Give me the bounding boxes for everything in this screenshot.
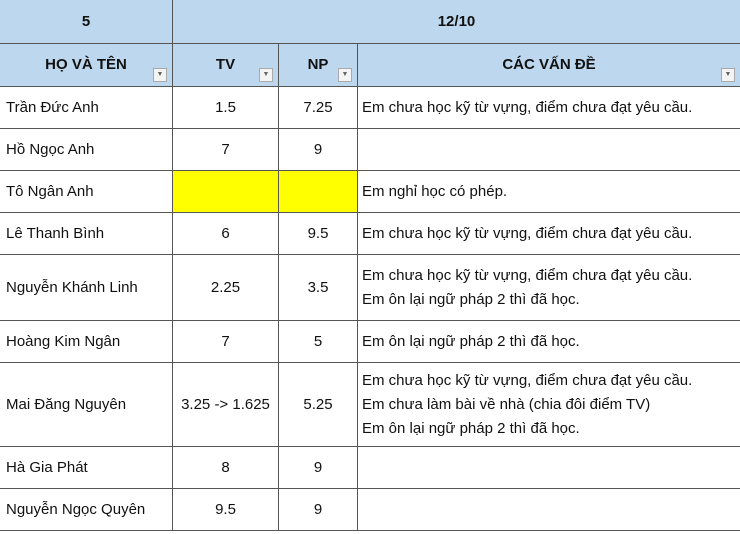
table-row: Nguyễn Ngọc Quyên 9.5 9 — [0, 488, 740, 531]
issues-cell[interactable]: Em chưa học kỹ từ vựng, điểm chưa đạt yê… — [357, 254, 740, 321]
column-header-issues[interactable]: CÁC VẤN ĐỀ ▼ — [357, 43, 740, 87]
issue-line: Em chưa học kỹ từ vựng, điểm chưa đạt yê… — [362, 98, 693, 116]
issues-cell[interactable]: Em nghỉ học có phép. — [357, 170, 740, 213]
issues-cell[interactable]: Em chưa học kỹ từ vựng, điểm chưa đạt yê… — [357, 86, 740, 129]
issues-cell[interactable]: Em chưa học kỹ từ vựng, điểm chưa đạt yê… — [357, 362, 740, 447]
issues-cell[interactable] — [357, 488, 740, 531]
column-label: NP — [307, 56, 329, 73]
column-label: CÁC VẤN ĐỀ — [502, 56, 596, 73]
tv-cell[interactable]: 2.25 — [172, 254, 279, 321]
filter-dropdown-icon[interactable]: ▼ — [153, 68, 167, 82]
name-cell[interactable]: Mai Đăng Nguyên — [0, 362, 173, 447]
np-cell[interactable] — [278, 170, 358, 213]
issues-cell[interactable] — [357, 128, 740, 171]
issue-line: Em ôn lại ngữ pháp 2 thì đã học. — [362, 419, 580, 437]
column-header-name[interactable]: HỌ VÀ TÊN ▼ — [0, 43, 173, 87]
np-cell[interactable]: 3.5 — [278, 254, 358, 321]
name-cell[interactable]: Lê Thanh Bình — [0, 212, 173, 255]
table-row: Mai Đăng Nguyên 3.25 -> 1.625 5.25 Em chưa … — [0, 362, 740, 447]
issues-cell[interactable] — [357, 446, 740, 489]
column-label: TV — [215, 56, 236, 73]
tv-cell[interactable]: 8 — [172, 446, 279, 489]
np-cell[interactable]: 5.25 — [278, 362, 358, 447]
issues-cell[interactable]: Em chưa học kỹ từ vựng, điểm chưa đạt yê… — [357, 212, 740, 255]
table-row: Nguyễn Khánh Linh 2.25 3.5 Em chưa học kỹ t… — [0, 254, 740, 321]
tv-cell[interactable]: 7 — [172, 128, 279, 171]
table-row: Hoàng Kim Ngân 7 5 Em ôn lại ngữ pháp 2 thì… — [0, 320, 740, 363]
name-cell[interactable]: Hồ Ngọc Anh — [0, 128, 173, 171]
name-cell[interactable]: Nguyễn Khánh Linh — [0, 254, 173, 321]
filter-dropdown-icon[interactable]: ▼ — [259, 68, 273, 82]
tv-cell[interactable] — [172, 170, 279, 213]
np-cell[interactable]: 9.5 — [278, 212, 358, 255]
issue-line: Em nghỉ học có phép. — [362, 182, 508, 200]
issues-cell[interactable]: Em ôn lại ngữ pháp 2 thì đã học. — [357, 320, 740, 363]
table-row: Tô Ngân Anh Em nghỉ học có phép. — [0, 170, 740, 213]
filter-dropdown-icon[interactable]: ▼ — [721, 68, 735, 82]
name-cell[interactable]: Trần Đức Anh — [0, 86, 173, 129]
issue-line: Em chưa làm bài về nhà (chia đôi điểm TV… — [362, 395, 651, 413]
np-cell[interactable]: 9 — [278, 446, 358, 489]
tv-cell[interactable]: 9.5 — [172, 488, 279, 531]
table-row: Hồ Ngọc Anh 7 9 — [0, 128, 740, 171]
issue-line: Em chưa học kỹ từ vựng, điểm chưa đạt yê… — [362, 224, 693, 242]
name-cell[interactable]: Nguyễn Ngọc Quyên — [0, 488, 173, 531]
np-cell[interactable]: 9 — [278, 128, 358, 171]
name-cell[interactable]: Hoàng Kim Ngân — [0, 320, 173, 363]
column-label: HỌ VÀ TÊN — [45, 56, 127, 73]
np-cell[interactable]: 7.25 — [278, 86, 358, 129]
column-header-np[interactable]: NP ▼ — [278, 43, 358, 87]
issue-line: Em ôn lại ngữ pháp 2 thì đã học. — [362, 290, 580, 308]
name-cell[interactable]: Hà Gia Phát — [0, 446, 173, 489]
issue-line: Em chưa học kỹ từ vựng, điểm chưa đạt yê… — [362, 371, 693, 389]
date-header[interactable]: 12/10 — [172, 0, 740, 44]
tv-cell[interactable]: 3.25 -> 1.625 — [172, 362, 279, 447]
name-cell[interactable]: Tô Ngân Anh — [0, 170, 173, 213]
np-cell[interactable]: 5 — [278, 320, 358, 363]
column-header-tv[interactable]: TV ▼ — [172, 43, 279, 87]
filter-dropdown-icon[interactable]: ▼ — [338, 68, 352, 82]
issue-line: Em ôn lại ngữ pháp 2 thì đã học. — [362, 332, 580, 350]
group-header[interactable]: 5 — [0, 0, 173, 44]
table-row: Lê Thanh Bình 6 9.5 Em chưa học kỹ từ vựng,… — [0, 212, 740, 255]
np-cell[interactable]: 9 — [278, 488, 358, 531]
tv-cell[interactable]: 7 — [172, 320, 279, 363]
table-row: Hà Gia Phát 8 9 — [0, 446, 740, 489]
issue-line: Em chưa học kỹ từ vựng, điểm chưa đạt yê… — [362, 266, 693, 284]
tv-cell[interactable]: 1.5 — [172, 86, 279, 129]
tv-cell[interactable]: 6 — [172, 212, 279, 255]
table-row: Trần Đức Anh 1.5 7.25 Em chưa học kỹ từ vựn… — [0, 86, 740, 129]
